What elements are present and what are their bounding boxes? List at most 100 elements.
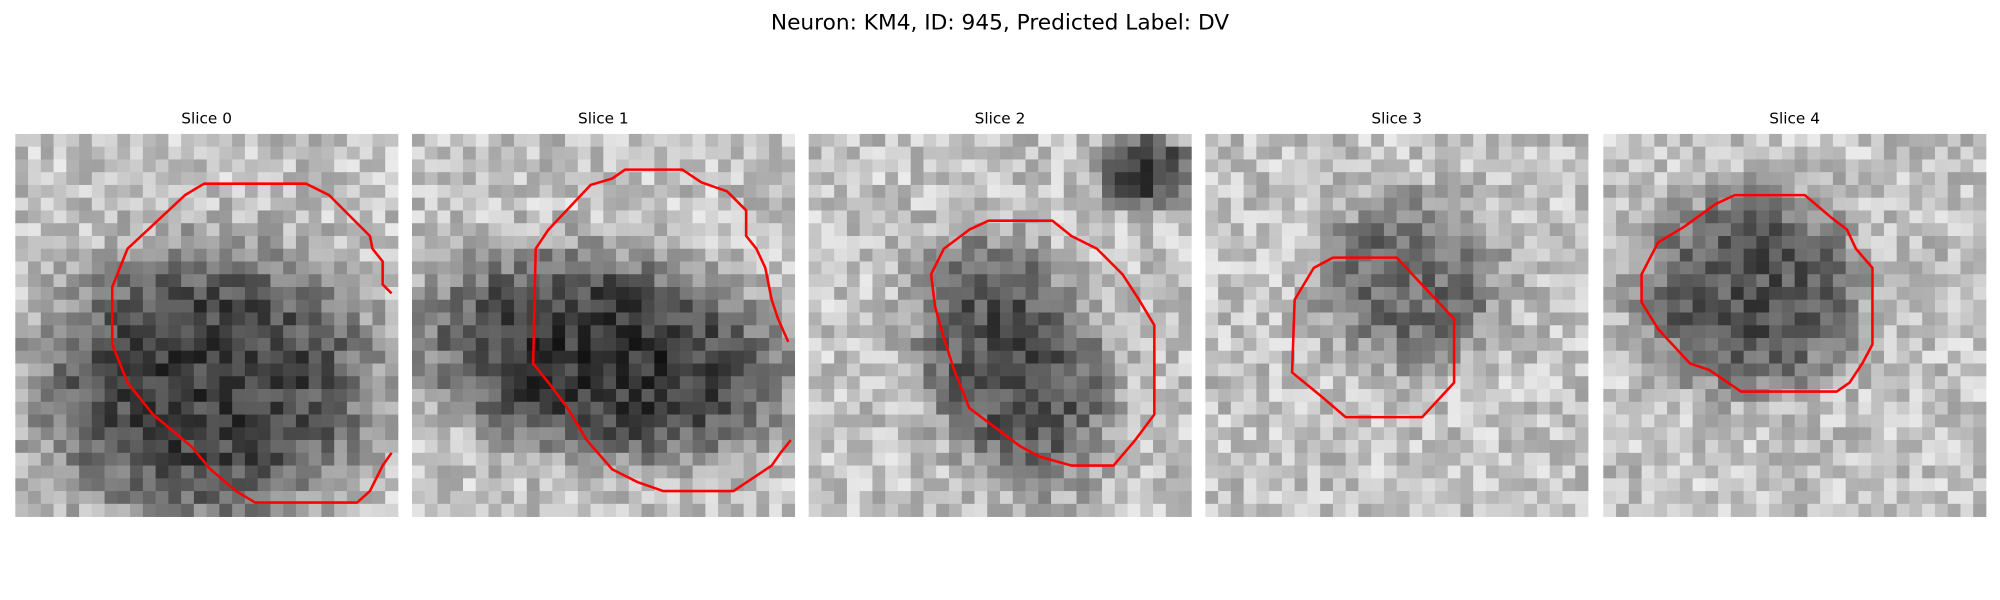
pixel xyxy=(1575,389,1589,403)
pixel xyxy=(1294,146,1308,160)
pixel xyxy=(295,274,310,288)
pixel xyxy=(1679,248,1693,262)
pixel xyxy=(514,478,528,492)
pixel xyxy=(1575,133,1589,148)
pixel xyxy=(117,197,131,211)
pixel xyxy=(28,133,42,148)
pixel xyxy=(168,401,182,415)
pixel xyxy=(1178,312,1192,326)
pixel xyxy=(1858,159,1872,173)
pixel xyxy=(1243,248,1257,262)
pixel xyxy=(1743,325,1757,339)
pixel xyxy=(756,401,770,415)
pixel xyxy=(1871,452,1885,466)
pixel xyxy=(1422,235,1436,250)
pixel xyxy=(514,440,528,454)
pixel xyxy=(1549,491,1563,505)
pixel xyxy=(450,172,464,186)
pixel xyxy=(1858,146,1872,160)
pixel xyxy=(257,197,271,211)
pixel xyxy=(283,325,297,339)
pixel xyxy=(1485,286,1500,301)
pixel xyxy=(1883,248,1898,262)
pixel xyxy=(475,452,489,466)
pixel xyxy=(244,248,259,262)
pixel xyxy=(654,401,668,415)
pixel xyxy=(385,414,399,428)
pixel xyxy=(1858,133,1872,148)
pixel xyxy=(206,159,220,173)
pixel xyxy=(1616,389,1630,403)
pixel xyxy=(66,440,80,454)
pixel xyxy=(1371,210,1385,224)
pixel xyxy=(1205,503,1219,517)
pixel xyxy=(488,401,502,415)
pixel xyxy=(1628,350,1642,364)
pixel xyxy=(1743,478,1757,492)
pixel xyxy=(308,376,322,390)
pixel xyxy=(641,452,655,466)
pixel xyxy=(1332,274,1347,288)
pixel xyxy=(257,146,271,160)
pixel xyxy=(641,401,655,415)
pixel xyxy=(424,452,438,466)
pixel xyxy=(692,312,706,326)
pixel xyxy=(1230,427,1245,441)
pixel xyxy=(437,401,451,415)
pixel xyxy=(961,312,975,326)
pixel xyxy=(1654,350,1668,364)
pixel xyxy=(846,376,861,390)
pixel xyxy=(1832,401,1847,415)
pixel xyxy=(1127,350,1141,364)
pixel xyxy=(1383,210,1398,224)
pixel xyxy=(1434,235,1449,250)
pixel xyxy=(1845,286,1859,301)
pixel xyxy=(961,184,975,199)
pixel xyxy=(769,338,783,352)
pixel xyxy=(1511,389,1525,403)
pixel xyxy=(1718,350,1732,364)
pixel xyxy=(1102,210,1116,224)
pixel xyxy=(1718,325,1732,339)
pixel xyxy=(1934,440,1949,454)
pixel xyxy=(641,146,655,160)
pixel xyxy=(961,491,975,505)
pixel xyxy=(193,401,208,415)
pixel xyxy=(526,172,540,186)
pixel xyxy=(1102,223,1116,237)
pixel xyxy=(450,197,464,211)
pixel xyxy=(603,401,617,415)
pixel xyxy=(1769,491,1783,505)
pixel xyxy=(552,235,566,250)
pixel xyxy=(1320,325,1334,339)
pixel xyxy=(1051,235,1065,250)
pixel xyxy=(1960,299,1974,313)
pixel xyxy=(346,376,361,390)
pixel xyxy=(1536,146,1551,160)
pixel xyxy=(1769,172,1783,186)
pixel xyxy=(974,235,988,250)
pixel xyxy=(1769,440,1783,454)
pixel xyxy=(1012,503,1026,517)
pixel xyxy=(219,452,233,466)
pixel xyxy=(1153,376,1167,390)
pixel xyxy=(1524,184,1538,199)
pixel xyxy=(1281,261,1296,275)
pixel xyxy=(1667,235,1681,250)
pixel xyxy=(142,414,156,428)
pixel xyxy=(475,401,489,415)
pixel xyxy=(974,312,988,326)
pixel xyxy=(1358,376,1372,390)
pixel xyxy=(1409,133,1423,148)
pixel xyxy=(1756,376,1770,390)
pixel xyxy=(1012,146,1026,160)
pixel xyxy=(1692,465,1706,479)
pixel xyxy=(1628,210,1642,224)
pixel xyxy=(155,261,169,275)
pixel xyxy=(897,248,912,262)
pixel xyxy=(679,465,693,479)
pixel xyxy=(130,133,144,148)
pixel xyxy=(501,427,515,441)
pixel xyxy=(1102,325,1116,339)
pixel xyxy=(948,414,963,428)
